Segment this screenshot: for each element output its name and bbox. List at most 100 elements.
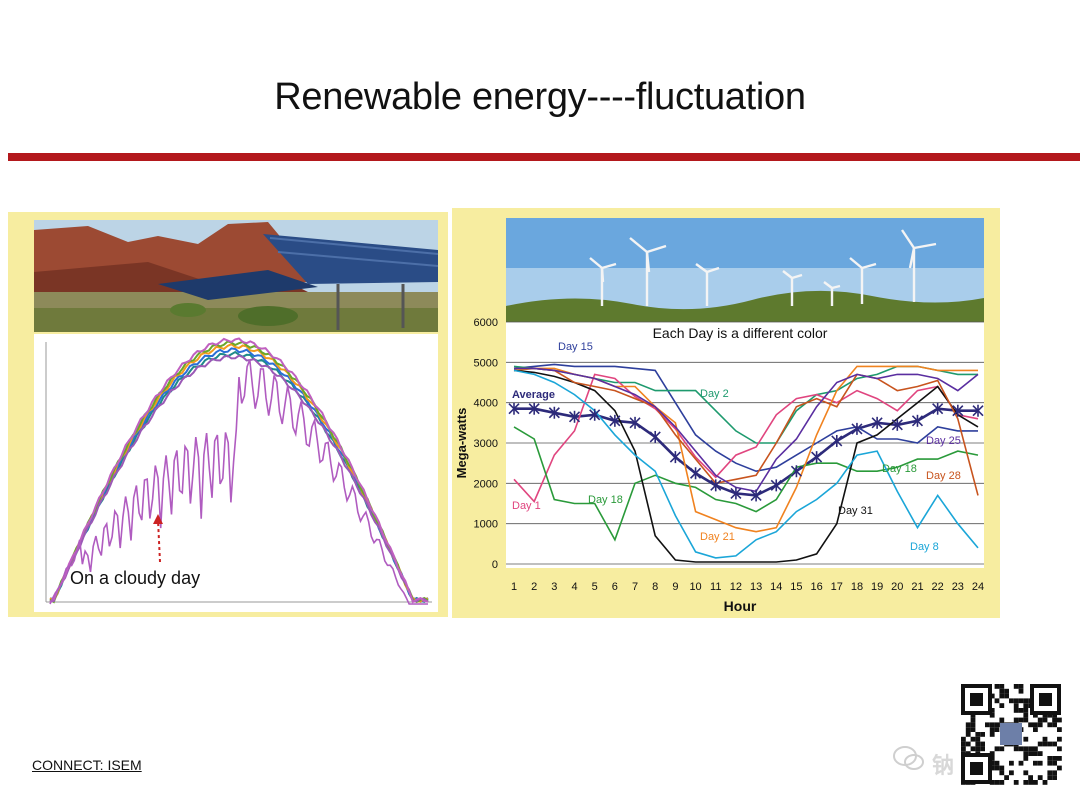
wind-x-tick: 14: [770, 581, 782, 593]
series-label: Day 31: [838, 505, 873, 517]
series-label: Day 2: [700, 388, 729, 400]
title-rule: [8, 153, 1080, 161]
wind-series-lines: [513, 363, 979, 563]
wind-y-axis-label: Mega-watts: [454, 408, 469, 479]
cloudy-arrow-head: [153, 514, 163, 524]
wind-x-tick: 6: [612, 581, 618, 593]
series-label: Day 8: [910, 541, 939, 553]
wind-x-tick-labels: 1 2 3 4 5 6 7 8 9 10 11 12 13 14 15 16 17 18 19 20 21 22 23 24: [511, 581, 984, 593]
footer-link[interactable]: CONNECT: ISEM: [32, 757, 142, 773]
wind-x-tick: 1: [511, 581, 517, 593]
series-label: Day 1: [512, 500, 541, 512]
wind-y-tick: 6000: [474, 317, 498, 329]
wind-x-tick: 15: [790, 581, 802, 593]
average-marker: [649, 430, 661, 443]
series-label: Day 18: [882, 463, 917, 475]
wind-plot-area: [506, 322, 984, 568]
series-line-average: [514, 407, 978, 497]
series-label: Day 21: [700, 531, 735, 543]
average-marker: [669, 451, 681, 464]
average-marker: [851, 422, 863, 435]
average-marker: [770, 479, 782, 492]
average-marker: [952, 404, 964, 417]
average-marker: [911, 414, 924, 427]
average-marker: [891, 418, 903, 431]
average-marker: [972, 404, 984, 417]
average-marker: [528, 402, 540, 415]
average-marker: [629, 416, 641, 429]
wind-x-tick: 18: [851, 581, 863, 593]
solar-clear-day-curves: [49, 337, 429, 604]
wind-x-tick: 19: [871, 581, 883, 593]
series-label: Day 28: [926, 470, 961, 482]
clear-day-curve: [49, 337, 429, 604]
series-line-day-31: [513, 369, 979, 563]
wind-x-tick: 7: [632, 581, 638, 593]
average-marker: [871, 416, 883, 429]
qr-code: [958, 681, 1064, 787]
average-marker: [689, 467, 702, 480]
wind-x-tick: 10: [689, 581, 701, 593]
wind-x-tick: 8: [652, 581, 658, 593]
wind-x-tick: 2: [531, 581, 537, 593]
wind-x-tick: 11: [710, 581, 721, 593]
wind-panel: 0 1000 2000 3000 4000 5000 6000 1 2 3 4 5 6 7 8 9 10 11 1…: [452, 208, 1000, 618]
cloudy-arrow: [157, 519, 161, 563]
average-marker: [568, 410, 581, 423]
solar-farm-photo: [34, 220, 439, 332]
wind-x-tick: 13: [750, 581, 762, 593]
wind-y-tick: 1000: [474, 519, 498, 531]
wind-y-tick: 2000: [474, 478, 498, 490]
series-label: Average: [512, 389, 555, 401]
wechat-icon: [893, 746, 924, 770]
series-line-day-15: [513, 363, 978, 473]
wind-x-tick: 3: [551, 581, 557, 593]
wind-farm-photo: [506, 218, 984, 322]
wind-y-tick: 3000: [474, 438, 498, 450]
solar-panel: On a cloudy day: [8, 212, 448, 617]
wind-x-tick: 5: [592, 581, 598, 593]
wind-y-tick-labels: 0 1000 2000 3000 4000 5000 6000: [474, 317, 498, 571]
slide-title: Renewable energy----fluctuation: [274, 76, 806, 118]
wind-chart-title: Each Day is a different color: [653, 325, 828, 341]
average-marker: [589, 408, 601, 421]
cloudy-annotation: On a cloudy day: [70, 568, 200, 588]
wind-x-tick: 24: [972, 581, 984, 593]
average-marker: [609, 414, 621, 427]
solar-plot-area: [34, 334, 438, 612]
average-marker: [932, 402, 944, 415]
wind-y-tick: 4000: [474, 398, 498, 410]
wind-x-axis-label: Hour: [724, 598, 757, 614]
wind-y-tick: 5000: [474, 357, 498, 369]
series-line-day-18: [513, 426, 979, 542]
average-marker: [750, 489, 762, 502]
series-label: Day 18: [588, 494, 623, 506]
average-markers: [508, 402, 984, 502]
wind-x-tick: 4: [571, 581, 577, 593]
series-line-day-28: [514, 367, 979, 496]
series-line-day-1: [513, 373, 979, 503]
cloudy-day-trace: [49, 359, 428, 605]
wind-series-labels: Day 15 Day 2 Average Day 1 Day 18 Day 21 Day 3…: [512, 341, 961, 553]
series-line-day-25: [514, 367, 979, 493]
series-label: Day 15: [558, 341, 593, 353]
average-marker: [790, 465, 803, 478]
average-marker: [710, 479, 722, 492]
average-marker: [508, 402, 520, 415]
average-marker: [548, 406, 560, 419]
wind-x-tick: 23: [952, 581, 964, 593]
wind-x-tick: 16: [810, 581, 822, 593]
average-marker: [831, 434, 843, 447]
average-marker: [811, 451, 823, 464]
wind-x-tick: 12: [730, 581, 742, 593]
solar-figure: On a cloudy day: [34, 220, 439, 612]
wind-x-tick: 9: [672, 581, 678, 593]
series-line-day-8: [513, 369, 979, 559]
series-label: Day 25: [926, 435, 961, 447]
clear-day-curve: [49, 354, 429, 603]
average-marker: [730, 487, 742, 500]
wind-x-tick: 20: [891, 581, 903, 593]
wind-gridlines: [506, 321, 984, 565]
wind-y-tick: 0: [492, 559, 498, 571]
